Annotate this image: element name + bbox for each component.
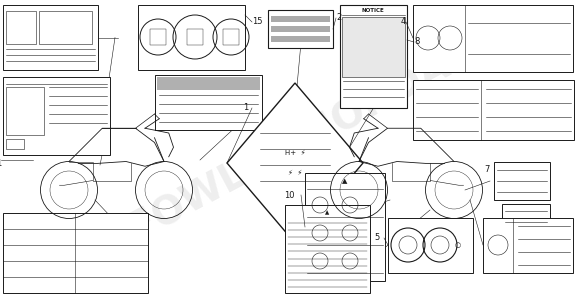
- Polygon shape: [227, 83, 363, 243]
- Bar: [6, 139, 24, 149]
- Bar: [413, 80, 574, 140]
- Bar: [157, 77, 260, 90]
- Text: 4: 4: [401, 18, 406, 27]
- Text: NOTICE: NOTICE: [362, 9, 384, 13]
- Bar: [305, 173, 385, 281]
- Text: 10: 10: [284, 190, 295, 199]
- Bar: [150, 29, 166, 45]
- Bar: [342, 17, 405, 77]
- Bar: [138, 5, 245, 70]
- Bar: [6, 11, 36, 44]
- Bar: [483, 218, 573, 273]
- Text: H+  ⚡: H+ ⚡: [285, 150, 305, 156]
- Bar: [223, 29, 239, 45]
- Text: ▲: ▲: [342, 178, 347, 184]
- Bar: [340, 5, 407, 108]
- Bar: [271, 26, 330, 32]
- Text: ⚡  ⚡: ⚡ ⚡: [288, 170, 302, 176]
- Text: 7: 7: [485, 165, 490, 175]
- Text: 5: 5: [375, 234, 380, 243]
- Text: 15: 15: [252, 18, 262, 27]
- Bar: [502, 204, 550, 229]
- Bar: [388, 218, 473, 273]
- Bar: [3, 5, 98, 70]
- Bar: [271, 16, 330, 22]
- Bar: [285, 205, 370, 293]
- Bar: [3, 77, 110, 155]
- Text: 1: 1: [0, 159, 1, 167]
- Bar: [155, 75, 262, 130]
- Bar: [187, 29, 203, 45]
- Bar: [39, 11, 92, 44]
- Bar: [3, 213, 148, 293]
- Bar: [271, 36, 330, 42]
- Text: FOWLER HONDA: FOWLER HONDA: [123, 48, 456, 250]
- Bar: [413, 5, 573, 72]
- Bar: [6, 87, 44, 135]
- Bar: [494, 162, 550, 200]
- Text: 1: 1: [243, 103, 248, 113]
- Bar: [268, 10, 333, 48]
- Text: ▲: ▲: [325, 210, 329, 215]
- Text: ○: ○: [455, 242, 461, 248]
- Text: 2: 2: [336, 13, 341, 23]
- Text: 8: 8: [414, 38, 419, 46]
